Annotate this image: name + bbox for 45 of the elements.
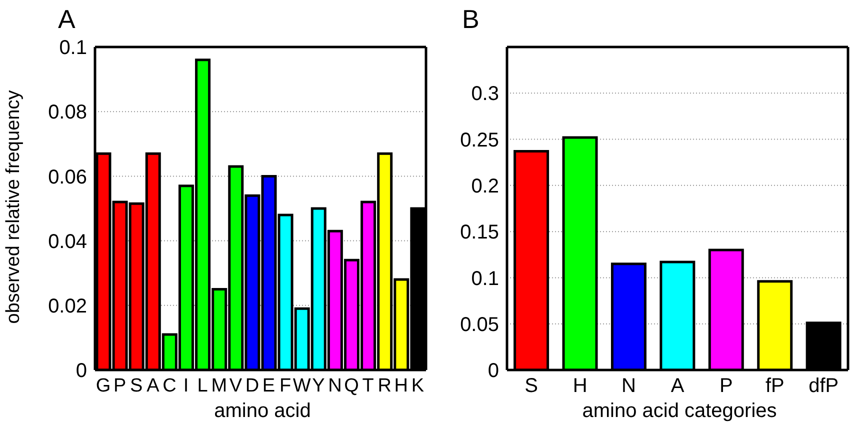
x-tick-label: R	[378, 375, 392, 396]
x-tick-label: N	[328, 375, 342, 396]
chart-title: B	[462, 4, 480, 35]
y-tick-label: 0.06	[48, 166, 87, 188]
x-tick-label: N	[622, 375, 636, 398]
y-tick-label: 0.15	[460, 222, 499, 244]
y-tick-label: 0	[488, 360, 499, 382]
x-tick-label: Q	[344, 375, 359, 396]
x-tick-label: S	[524, 375, 538, 398]
y-tick-label: 0.05	[460, 314, 499, 336]
x-tick-label: I	[183, 375, 189, 396]
y-tick-label: 0.3	[471, 83, 499, 106]
y-tick-label: 0	[76, 360, 87, 382]
x-tick-label: V	[229, 375, 242, 396]
x-tick-label: Y	[312, 375, 326, 396]
x-tick-label: P	[113, 375, 126, 396]
x-axis-title: amino acid	[213, 400, 312, 423]
y-axis-title: observed relative frequency	[3, 90, 25, 324]
x-tick-label: dfP	[808, 375, 839, 398]
chart-title: A	[58, 4, 76, 35]
x-tick-label: P	[720, 375, 733, 398]
x-tick-label: T	[362, 375, 374, 396]
y-tick-label: 0.02	[48, 296, 87, 318]
y-tick-label: 0.1	[471, 268, 499, 290]
x-tick-label: E	[262, 375, 276, 396]
x-tick-label: M	[211, 375, 228, 396]
y-tick-label: 0.25	[460, 129, 499, 152]
x-tick-label: A	[670, 375, 685, 398]
x-tick-label: H	[394, 375, 408, 396]
x-tick-label: H	[572, 375, 588, 398]
x-tick-label: A	[146, 375, 160, 396]
x-tick-label: W	[292, 375, 311, 396]
y-tick-label: 0.08	[48, 102, 87, 124]
x-tick-label: S	[130, 375, 143, 396]
x-tick-label: C	[162, 375, 176, 396]
x-axis-title: amino acid categories	[581, 400, 778, 423]
y-tick-label: 0.1	[59, 37, 87, 60]
x-tick-label: L	[197, 375, 208, 396]
y-tick-label: 0.04	[48, 230, 87, 253]
x-tick-label: F	[280, 375, 292, 396]
x-tick-label: D	[245, 375, 260, 396]
y-tick-label: 0.2	[471, 176, 499, 198]
x-tick-label: fP	[765, 375, 784, 398]
x-tick-label: K	[411, 375, 424, 396]
x-tick-label: G	[96, 375, 111, 396]
